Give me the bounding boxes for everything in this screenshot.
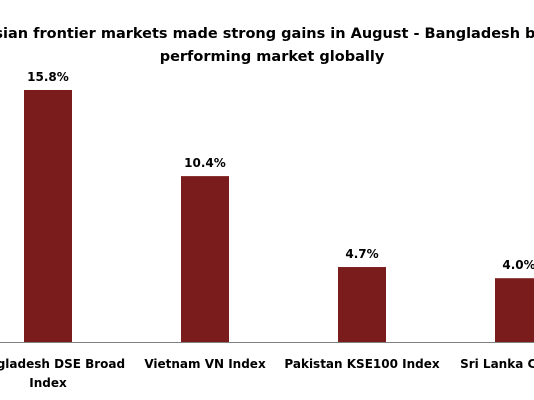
bar: [24, 89, 72, 343]
category-labels: Bangladesh DSE Broad Index Vietnam VN Inde…: [0, 357, 534, 390]
chart-title-line: performing market globally: [160, 49, 385, 65]
data-label: 4.7%: [345, 247, 378, 261]
category-label: Vietnam VN Index: [144, 357, 266, 371]
category-label: Sri Lanka CSEALL: [460, 357, 534, 371]
data-labels: 15.8% 10.4% 4.7% 4.0%: [27, 70, 534, 272]
bars: [24, 89, 534, 343]
chart-title-line: Asian frontier markets made strong gains…: [0, 26, 534, 42]
category-label: Index: [29, 376, 67, 390]
data-label: 15.8%: [27, 70, 69, 84]
category-label: Pakistan KSE100 Index: [284, 357, 439, 371]
bar: [181, 176, 229, 342]
chart-title: Asian frontier markets made strong gains…: [0, 26, 534, 65]
bar: [338, 267, 386, 342]
category-label: Bangladesh DSE Broad: [0, 357, 125, 371]
data-label: 10.4%: [184, 156, 226, 170]
bar: [495, 278, 534, 342]
data-label: 4.0%: [502, 258, 534, 272]
